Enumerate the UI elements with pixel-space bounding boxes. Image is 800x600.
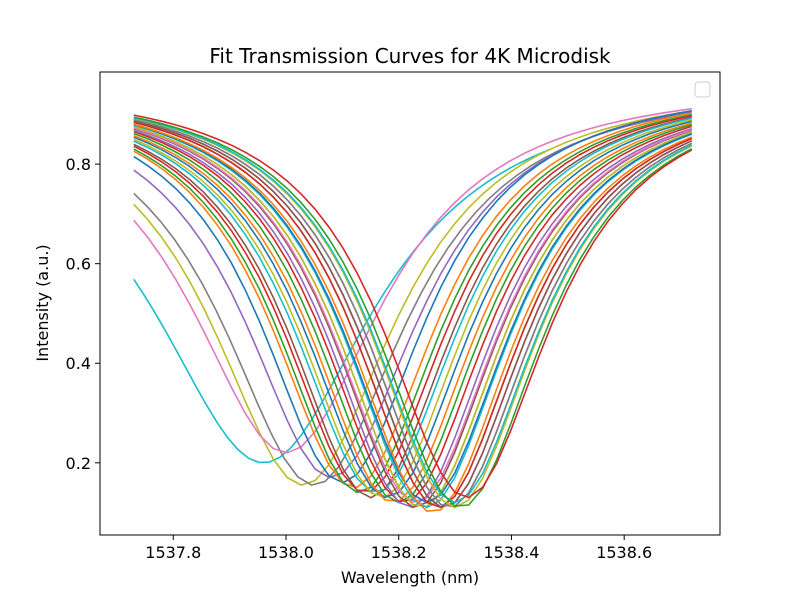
y-tick-label: 0.2 bbox=[66, 454, 91, 473]
x-tick-label: 1538.0 bbox=[258, 543, 314, 562]
y-tick-label: 0.4 bbox=[66, 354, 91, 373]
y-axis: 0.2 0.4 0.6 0.8 bbox=[66, 155, 100, 473]
x-axis: 1537.8 1538.0 1538.2 1538.4 1538.6 bbox=[145, 535, 652, 562]
x-tick-label: 1538.4 bbox=[483, 543, 539, 562]
series-line-33 bbox=[133, 116, 693, 507]
series-line-26 bbox=[133, 121, 693, 509]
series-line-6 bbox=[133, 110, 692, 484]
y-tick-label: 0.6 bbox=[66, 255, 91, 274]
plot-frame bbox=[99, 71, 721, 536]
series-line-14 bbox=[133, 122, 693, 503]
x-tick-label: 1538.6 bbox=[596, 543, 652, 562]
series-line-9 bbox=[133, 115, 692, 493]
series-line-19 bbox=[133, 127, 693, 504]
series-line-28 bbox=[133, 120, 693, 509]
series-line-1 bbox=[133, 148, 552, 464]
series-line-22 bbox=[133, 124, 693, 509]
series-line-21 bbox=[133, 126, 693, 508]
y-axis-label: Intensity (a.u.) bbox=[33, 244, 52, 361]
series-line-30 bbox=[133, 118, 693, 508]
series-line-10 bbox=[133, 116, 692, 499]
series-line-8 bbox=[133, 113, 692, 494]
legend-box bbox=[694, 81, 711, 98]
series-line-4 bbox=[133, 107, 692, 454]
series-line-13 bbox=[133, 120, 693, 499]
y-tick-label: 0.8 bbox=[66, 155, 91, 174]
x-tick-label: 1538.2 bbox=[371, 543, 427, 562]
series-layer bbox=[133, 107, 693, 513]
series-line-2 bbox=[133, 110, 692, 486]
chart-title: Fit Transmission Curves for 4K Microdisk bbox=[209, 44, 611, 68]
series-line-12 bbox=[133, 119, 692, 499]
series-line-18 bbox=[133, 127, 693, 509]
series-line-23 bbox=[133, 123, 693, 504]
series-line-24 bbox=[133, 123, 693, 513]
series-line-32 bbox=[133, 117, 693, 504]
series-line-7 bbox=[133, 112, 692, 489]
series-line-34 bbox=[133, 114, 693, 499]
x-tick-label: 1537.8 bbox=[145, 543, 201, 562]
x-axis-label: Wavelength (nm) bbox=[341, 568, 479, 587]
